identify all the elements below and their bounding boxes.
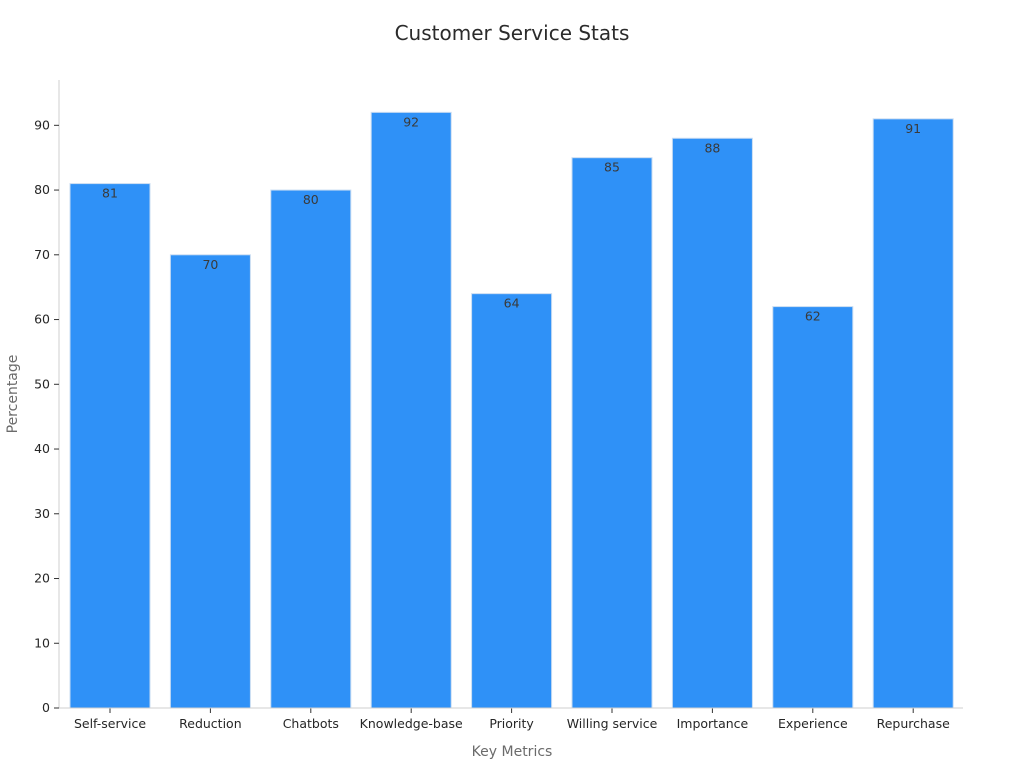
x-axis-title: Key Metrics [472,744,553,760]
y-tick-label: 20 [34,571,50,586]
data-label: 70 [202,257,218,272]
data-label: 64 [504,296,520,311]
y-tick-label: 70 [34,247,50,262]
x-tick-label: Experience [778,716,848,731]
x-tick-label: Priority [489,716,534,731]
y-tick-label: 0 [42,700,50,715]
bar [69,183,151,709]
chart-title: Customer Service Stats [395,21,630,45]
x-tick-label: Chatbots [283,716,339,731]
bars-layer [69,111,954,709]
y-axis-title: Percentage [5,355,21,434]
y-tick-label: 50 [34,376,50,391]
data-label: 88 [704,140,720,155]
data-label: 85 [604,160,620,175]
y-tick-label: 60 [34,312,50,327]
bar [471,293,553,709]
x-tick-label: Self-service [74,716,146,731]
bar [370,111,452,709]
bar [169,254,251,709]
x-tick-label: Reduction [179,716,242,731]
x-tick-label: Willing service [567,716,658,731]
y-tick-label: 80 [34,182,50,197]
y-tick-label: 40 [34,441,50,456]
axes-layer [54,80,963,713]
data-label: 81 [102,186,118,201]
data-label: 80 [303,192,319,207]
x-tick-label: Importance [677,716,749,731]
x-tick-label: Repurchase [877,716,951,731]
bar [872,118,954,709]
y-tick-label: 90 [34,117,50,132]
bar [571,157,653,709]
y-tick-label: 10 [34,635,50,650]
x-tick-label: Knowledge-base [360,716,463,731]
bar [671,137,753,709]
bar [270,189,352,709]
data-label: 92 [403,114,419,129]
data-label: 62 [805,309,821,324]
labels-layer: 81 Self-service 70 Reduction 80 Chatbots 92 Kno… [34,114,950,731]
data-label: 91 [905,121,921,136]
bar [772,306,854,709]
y-tick-label: 30 [34,506,50,521]
